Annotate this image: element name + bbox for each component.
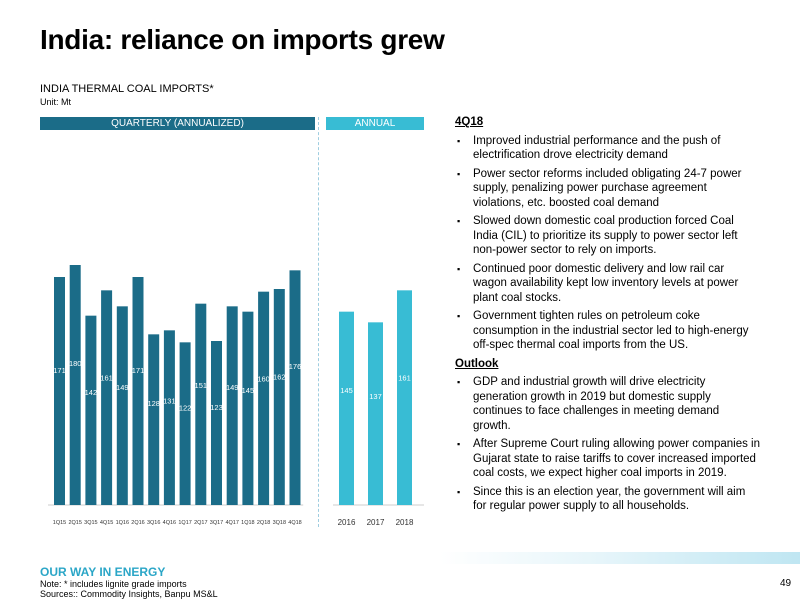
annual-header-band: ANNUAL	[326, 117, 424, 130]
bar-2016	[339, 311, 354, 505]
bullet-text: Power sector reforms included obligating…	[473, 167, 742, 209]
bar-2018	[397, 290, 412, 505]
list-item: ▪ Improved industrial performance and the…	[455, 134, 760, 163]
bar-2Q15	[69, 265, 81, 505]
x-tick-label: 2016	[338, 518, 356, 527]
list-item: ▪ GDP and industrial growth will drive el…	[455, 375, 760, 433]
data-label: 161	[100, 373, 113, 382]
bar-4Q17	[226, 306, 238, 505]
data-label: 160	[257, 374, 270, 383]
bullet-icon: ▪	[457, 377, 461, 387]
bar-4Q18	[289, 270, 301, 505]
sources-note: Sources:: Commodity Insights, Banpu MS&L	[40, 589, 218, 599]
bar-2Q17	[195, 303, 207, 505]
list-item: ▪ Government tighten rules on petroleum c…	[455, 309, 760, 353]
bullet-text: Slowed down domestic coal production for…	[473, 215, 738, 256]
x-tick-label: 1Q16	[116, 520, 129, 526]
data-label: 137	[369, 392, 382, 401]
section-divider	[318, 117, 319, 527]
data-label: 122	[179, 404, 192, 413]
commentary-heading: 4Q18	[455, 116, 484, 128]
x-tick-label: 3Q17	[210, 520, 223, 526]
bullet-icon: ▪	[457, 216, 461, 226]
data-label: 142	[85, 388, 98, 397]
bar-2Q16	[132, 277, 144, 505]
list-item: ▪ Slowed down domestic coal production fo…	[455, 214, 760, 258]
bullet-text: GDP and industrial growth will drive ele…	[473, 376, 720, 432]
page-number: 49	[780, 578, 792, 589]
bullet-text: Government tighten rules on petroleum co…	[473, 310, 749, 351]
data-label: 171	[132, 366, 145, 375]
chart-unit: Unit: Mt	[40, 97, 72, 107]
data-label: 149	[226, 383, 239, 392]
bullet-icon: ▪	[457, 263, 461, 274]
x-tick-label: 2018	[396, 518, 414, 527]
footnote: Note: * includes lignite grade imports	[40, 579, 187, 589]
data-label: 180	[69, 359, 82, 368]
x-tick-label: 3Q15	[84, 520, 97, 526]
data-label: 128	[147, 399, 160, 408]
x-tick-label: 4Q16	[163, 520, 176, 526]
data-label: 176	[289, 362, 302, 371]
x-tick-label: 3Q18	[273, 520, 286, 526]
brand-tagline: OUR WAY IN ENERGY	[40, 565, 166, 579]
data-label: 145	[340, 386, 353, 395]
x-tick-label: 4Q17	[225, 520, 238, 526]
footer-gradient-bar	[0, 552, 800, 564]
bar-4Q16	[163, 330, 175, 505]
bullet-icon: ▪	[457, 168, 461, 179]
x-tick-label: 3Q16	[147, 520, 160, 526]
bar-1Q18	[242, 311, 254, 505]
bar-4Q15	[101, 290, 113, 505]
data-label: 162	[273, 373, 286, 382]
bullet-text: Improved industrial performance and the …	[473, 134, 721, 162]
bar-1Q16	[116, 306, 128, 505]
data-label: 151	[195, 381, 208, 390]
x-tick-label: 2Q18	[257, 520, 270, 526]
bar-3Q18	[273, 289, 285, 505]
x-tick-label: 1Q15	[53, 520, 66, 526]
data-label: 131	[163, 397, 176, 406]
data-label: 149	[116, 383, 129, 392]
bar-3Q15	[85, 315, 97, 505]
bar-3Q16	[148, 334, 160, 505]
data-label: 123	[210, 403, 223, 412]
bullet-icon: ▪	[457, 135, 461, 146]
quarterly-header-band: QUARTERLY (ANNUALIZED)	[40, 117, 315, 130]
x-tick-label: 2Q15	[68, 520, 81, 526]
list-item: ▪ Power sector reforms included obligatin…	[455, 167, 760, 211]
bar-2017	[368, 322, 383, 505]
bullet-icon: ▪	[457, 311, 461, 321]
outlook-list: ▪ GDP and industrial growth will drive el…	[455, 375, 760, 514]
x-tick-label: 4Q15	[100, 520, 113, 526]
x-tick-label: 2017	[367, 518, 385, 527]
bar-3Q17	[211, 341, 222, 505]
commentary-panel: 4Q18 ▪ Improved industrial performance an…	[455, 115, 760, 518]
bar-2Q18	[258, 291, 270, 505]
bullet-text: Since this is an election year, the gove…	[473, 485, 746, 513]
outlook-heading: Outlook	[455, 357, 499, 370]
bullet-icon: ▪	[457, 486, 461, 497]
bullet-text: Continued poor domestic delivery and low…	[473, 262, 739, 304]
data-label: 145	[242, 386, 255, 395]
data-label: 161	[398, 373, 411, 382]
data-label: 171	[53, 366, 66, 375]
x-tick-label: 4Q18	[288, 520, 301, 526]
x-tick-label: 1Q17	[178, 520, 191, 526]
bullet-icon: ▪	[457, 439, 461, 449]
list-item: ▪ Continued poor domestic delivery and lo…	[455, 262, 760, 306]
chart-title: INDIA THERMAL COAL IMPORTS*	[40, 83, 214, 95]
x-tick-label: 2Q16	[131, 520, 144, 526]
bar-1Q15	[54, 277, 65, 505]
page-title: India: reliance on imports grew	[40, 24, 445, 55]
list-item: ▪ After Supreme Court ruling allowing pow…	[455, 437, 760, 481]
list-item: ▪ Since this is an election year, the gov…	[455, 485, 760, 514]
coal-imports-chart: 171 1Q15 180 2Q15 142 3Q15 161 4Q15 149 1Q16 171 2Q…	[48, 265, 424, 527]
x-tick-label: 1Q18	[241, 520, 254, 526]
bar-1Q17	[179, 342, 191, 505]
bullet-text: After Supreme Court ruling allowing powe…	[473, 438, 761, 479]
x-tick-label: 2Q17	[194, 520, 207, 526]
commentary-list: ▪ Improved industrial performance and the…	[455, 134, 760, 353]
